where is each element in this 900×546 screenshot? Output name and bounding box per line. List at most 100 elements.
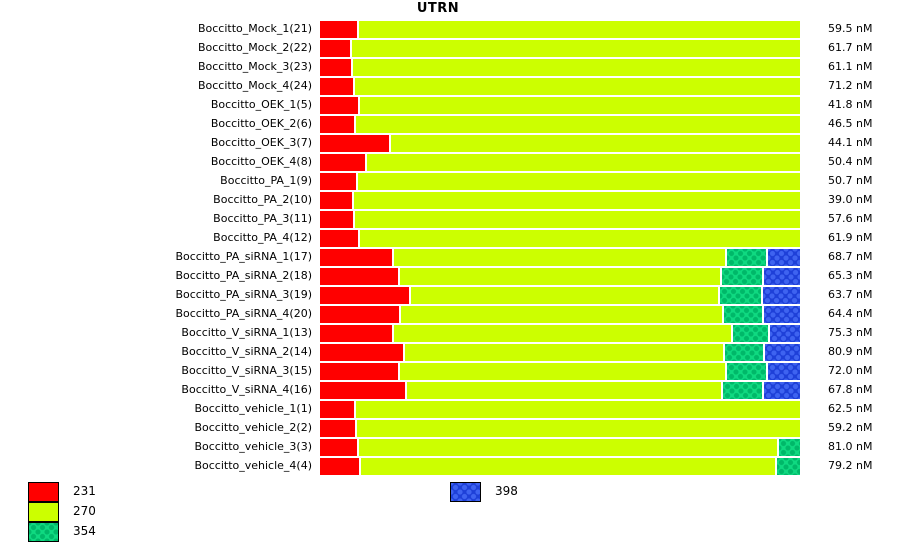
bar-segment-231 xyxy=(320,363,398,380)
row-value: 61.1 nM xyxy=(828,60,873,73)
table-row: Boccitto_PA_2(10) 39.0 nM xyxy=(0,191,900,210)
table-row: Boccitto_PA_siRNA_1(17) 68.7 nM xyxy=(0,248,900,267)
bar xyxy=(320,40,800,57)
table-row: Boccitto_V_siRNA_4(16) 67.8 nM xyxy=(0,381,900,400)
table-row: Boccitto_OEK_1(5) 41.8 nM xyxy=(0,96,900,115)
bar-segment-231 xyxy=(320,325,392,342)
bar-segment-270 xyxy=(389,135,800,152)
row-label: Boccitto_V_siRNA_3(15) xyxy=(181,364,312,377)
bar xyxy=(320,382,800,399)
bar-segment-354 xyxy=(720,268,762,285)
bar xyxy=(320,306,800,323)
bar xyxy=(320,192,800,209)
bar-segment-231 xyxy=(320,211,353,228)
bar-segment-231 xyxy=(320,382,405,399)
legend-swatch-398 xyxy=(450,482,481,502)
bar xyxy=(320,420,800,437)
bar-segment-231 xyxy=(320,59,351,76)
bar-segment-270 xyxy=(357,439,777,456)
bar-segment-231 xyxy=(320,154,365,171)
row-value: 65.3 nM xyxy=(828,269,873,282)
row-value: 59.5 nM xyxy=(828,22,873,35)
row-value: 61.7 nM xyxy=(828,41,873,54)
bar-segment-231 xyxy=(320,97,358,114)
bar-segment-231 xyxy=(320,344,403,361)
bar xyxy=(320,78,800,95)
legend-label-398: 398 xyxy=(495,484,518,498)
row-value: 72.0 nM xyxy=(828,364,873,377)
bar-segment-270 xyxy=(392,325,731,342)
bar xyxy=(320,211,800,228)
bar-segment-231 xyxy=(320,249,392,266)
bar-segment-398 xyxy=(763,344,800,361)
bar-segment-354 xyxy=(777,439,800,456)
bar-segment-231 xyxy=(320,116,354,133)
bar-segment-354 xyxy=(722,306,762,323)
row-label: Boccitto_vehicle_4(4) xyxy=(194,459,312,472)
bar xyxy=(320,135,800,152)
table-row: Boccitto_Mock_4(24) 71.2 nM xyxy=(0,77,900,96)
row-value: 81.0 nM xyxy=(828,440,873,453)
row-value: 50.7 nM xyxy=(828,174,873,187)
bar-segment-354 xyxy=(723,344,763,361)
bar-segment-270 xyxy=(392,249,725,266)
chart-title: UTRN xyxy=(416,1,460,16)
row-label: Boccitto_OEK_3(7) xyxy=(210,136,312,149)
bar-segment-231 xyxy=(320,458,359,475)
bar-segment-231 xyxy=(320,78,353,95)
bar-segment-270 xyxy=(357,21,800,38)
bar xyxy=(320,249,800,266)
bar-segment-398 xyxy=(762,382,800,399)
bar-segment-270 xyxy=(409,287,718,304)
bar-segment-270 xyxy=(350,40,800,57)
bar xyxy=(320,287,800,304)
bar-segment-398 xyxy=(762,306,800,323)
bar-segment-270 xyxy=(398,268,720,285)
bar xyxy=(320,59,800,76)
bar-segment-270 xyxy=(365,154,800,171)
table-row: Boccitto_vehicle_4(4) 79.2 nM xyxy=(0,457,900,476)
row-value: 50.4 nM xyxy=(828,155,873,168)
table-row: Boccitto_PA_4(12) 61.9 nM xyxy=(0,229,900,248)
row-label: Boccitto_PA_siRNA_3(19) xyxy=(175,288,312,301)
bar xyxy=(320,325,800,342)
table-row: Boccitto_PA_3(11) 57.6 nM xyxy=(0,210,900,229)
row-label: Boccitto_PA_4(12) xyxy=(213,231,312,244)
row-label: Boccitto_PA_2(10) xyxy=(213,193,312,206)
row-label: Boccitto_V_siRNA_4(16) xyxy=(181,383,312,396)
bar-segment-354 xyxy=(725,249,766,266)
row-label: Boccitto_Mock_1(21) xyxy=(197,22,312,35)
table-row: Boccitto_V_siRNA_1(13) 75.3 nM xyxy=(0,324,900,343)
table-row: Boccitto_Mock_3(23) 61.1 nM xyxy=(0,58,900,77)
legend-swatch-231 xyxy=(28,482,59,502)
table-row: Boccitto_OEK_2(6) 46.5 nM xyxy=(0,115,900,134)
row-value: 71.2 nM xyxy=(828,79,873,92)
table-row: Boccitto_Mock_1(21) 59.5 nM xyxy=(0,20,900,39)
bar xyxy=(320,344,800,361)
table-row: Boccitto_Mock_2(22) 61.7 nM xyxy=(0,39,900,58)
legend-label-270: 270 xyxy=(73,504,96,518)
bar-segment-231 xyxy=(320,192,352,209)
row-label: Boccitto_vehicle_3(3) xyxy=(194,440,312,453)
row-label: Boccitto_vehicle_2(2) xyxy=(194,421,312,434)
bar xyxy=(320,363,800,380)
row-label: Boccitto_vehicle_1(1) xyxy=(194,402,312,415)
row-value: 39.0 nM xyxy=(828,193,873,206)
table-row: Boccitto_PA_siRNA_2(18) 65.3 nM xyxy=(0,267,900,286)
bar xyxy=(320,116,800,133)
bar-segment-231 xyxy=(320,401,354,418)
row-value: 75.3 nM xyxy=(828,326,873,339)
bar-segment-270 xyxy=(403,344,723,361)
row-value: 64.4 nM xyxy=(828,307,873,320)
row-label: Boccitto_OEK_4(8) xyxy=(210,155,312,168)
bar xyxy=(320,401,800,418)
row-label: Boccitto_PA_siRNA_2(18) xyxy=(175,269,312,282)
row-value: 57.6 nM xyxy=(828,212,873,225)
bar-segment-270 xyxy=(353,211,800,228)
bar-segment-398 xyxy=(762,268,800,285)
bar-segment-270 xyxy=(358,97,800,114)
row-label: Boccitto_Mock_2(22) xyxy=(197,41,312,54)
table-row: Boccitto_PA_siRNA_4(20) 64.4 nM xyxy=(0,305,900,324)
row-label: Boccitto_Mock_3(23) xyxy=(197,60,312,73)
row-value: 61.9 nM xyxy=(828,231,873,244)
